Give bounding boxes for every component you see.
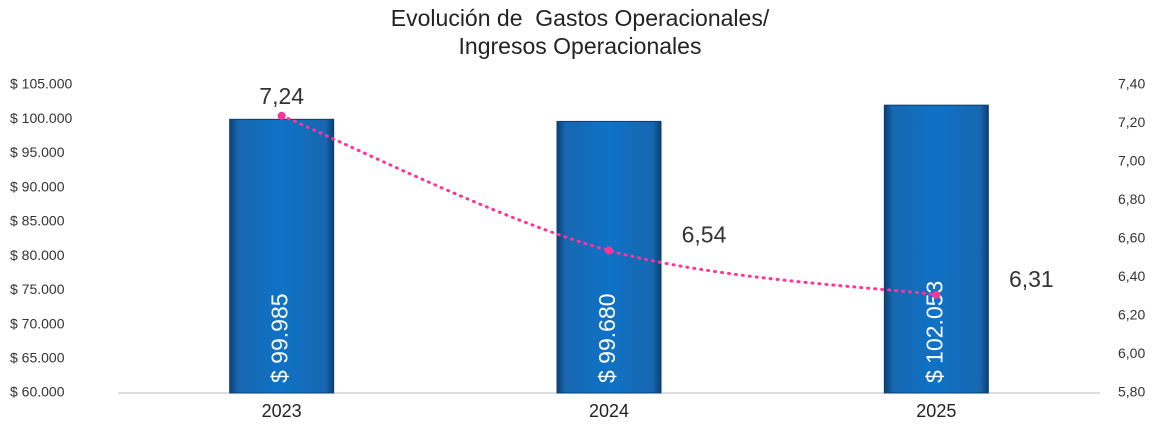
bar-value-label: $ 99.985 (267, 293, 293, 383)
x-tick-label: 2024 (589, 401, 629, 421)
y2-tick-label: 5,80 (1118, 384, 1145, 400)
y2-tick-label: 6,20 (1118, 307, 1145, 323)
line-point (605, 246, 613, 255)
bar (883, 104, 989, 394)
y2-tick-label: 6,80 (1118, 191, 1145, 207)
y-tick-label: $ 60.000 (10, 384, 65, 400)
line-point (277, 111, 286, 120)
y-tick-label: $ 95.000 (10, 144, 65, 160)
y-tick-label: $ 105.000 (10, 76, 72, 92)
y2-tick-label: 7,40 (1118, 76, 1145, 92)
y-tick-label: $ 65.000 (10, 349, 65, 365)
chart-title: Evolución de Gastos Operacionales/ (391, 5, 770, 31)
y-tick-label: $ 75.000 (10, 281, 65, 297)
y-tick-label: $ 80.000 (10, 247, 65, 263)
line-value-label: 7,24 (259, 83, 304, 109)
y-tick-label: $ 90.000 (10, 178, 65, 194)
y-tick-label: $ 85.000 (10, 213, 65, 229)
line-point (932, 290, 941, 299)
y2-tick-label: 6,00 (1118, 345, 1145, 361)
y2-tick-label: 6,60 (1118, 230, 1145, 246)
y-tick-label: $ 70.000 (10, 315, 65, 331)
line-value-label: 6,54 (682, 222, 727, 248)
y-tick-label: $ 100.000 (10, 110, 72, 126)
y2-tick-label: 7,00 (1118, 153, 1145, 169)
line-value-label: 6,31 (1009, 266, 1054, 292)
x-tick-label: 2023 (262, 401, 302, 421)
y2-tick-label: 6,40 (1118, 268, 1145, 284)
bar (556, 120, 662, 394)
x-tick-label: 2025 (916, 401, 956, 421)
bar-value-label: $ 99.680 (594, 293, 620, 383)
chart-title: Ingresos Operacionales (459, 33, 702, 59)
y2-tick-label: 7,20 (1118, 114, 1145, 130)
bar (229, 118, 335, 394)
